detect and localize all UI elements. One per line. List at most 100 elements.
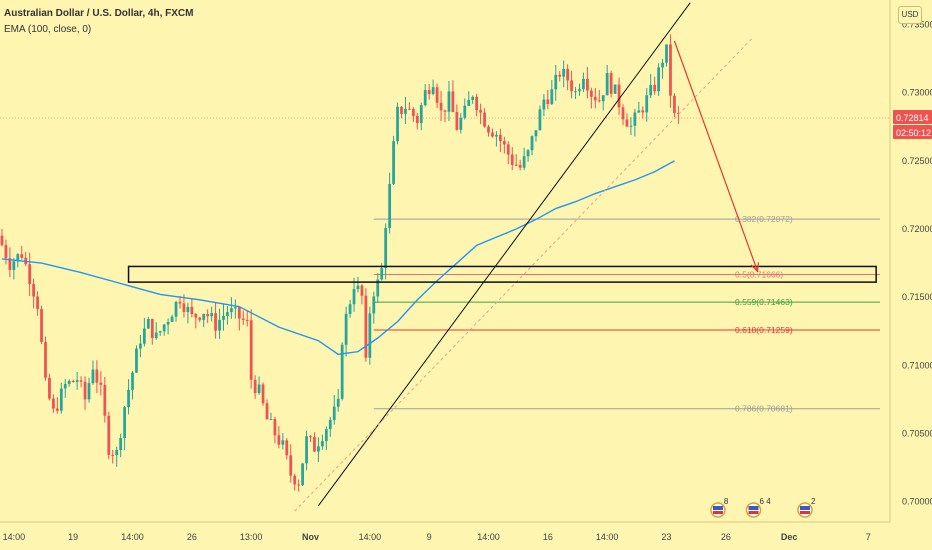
last-price-box bbox=[893, 110, 932, 125]
event-markers[interactable]: 8 6 4 2 bbox=[710, 497, 816, 518]
candle-body bbox=[59, 388, 63, 411]
indicator-legend[interactable]: EMA (100, close, 0) bbox=[4, 24, 92, 35]
candle-body bbox=[218, 319, 221, 331]
candle-body bbox=[158, 331, 162, 333]
candle-body bbox=[48, 377, 51, 399]
candle-body bbox=[95, 369, 99, 383]
candle-body bbox=[435, 87, 439, 103]
candles bbox=[0, 34, 680, 492]
flag-canton bbox=[748, 506, 759, 510]
candle-body bbox=[522, 156, 526, 168]
candle-body bbox=[463, 105, 467, 118]
candle-body bbox=[320, 441, 324, 447]
dashed-trend-line bbox=[294, 36, 754, 512]
x-tick-label: 16 bbox=[543, 532, 553, 542]
time-axis[interactable]: 14:00 19 14:00 26 13:00 Nov 14:00 9 14:00 16 14:00… bbox=[0, 521, 890, 542]
candle-body bbox=[344, 313, 348, 345]
x-tick-label: 13:00 bbox=[240, 532, 263, 542]
candle-body bbox=[336, 398, 340, 407]
candle-body bbox=[253, 379, 257, 394]
event-count: 2 bbox=[811, 497, 816, 506]
fib-level-label: 0.786(0.70681) bbox=[735, 404, 793, 414]
candle-body bbox=[538, 109, 542, 131]
last-price-label: 0.72814 bbox=[896, 113, 929, 123]
x-tick-label: 14:00 bbox=[596, 532, 619, 542]
candle-body bbox=[313, 437, 316, 452]
candle-body bbox=[404, 108, 407, 114]
event-count: 8 bbox=[724, 497, 729, 506]
candle-body bbox=[261, 384, 265, 404]
candle-body bbox=[87, 383, 91, 400]
candle-body bbox=[222, 315, 225, 320]
fib-level-label: 0.5(0.71666) bbox=[735, 269, 783, 279]
candle-body bbox=[514, 164, 518, 166]
candle-body bbox=[277, 435, 281, 445]
candle-body bbox=[166, 321, 170, 325]
candle-body bbox=[174, 301, 178, 317]
candle-body bbox=[376, 279, 380, 297]
candle-body bbox=[578, 89, 581, 92]
candle-body bbox=[423, 90, 427, 106]
candle-body bbox=[182, 303, 186, 312]
candle-body bbox=[562, 69, 566, 77]
candle-body bbox=[411, 108, 415, 117]
candle-body bbox=[12, 261, 16, 270]
chart-title: Australian Dollar / U.S. Dollar, 4h, FXC… bbox=[4, 8, 194, 19]
candle-body bbox=[99, 382, 103, 385]
candle-body bbox=[115, 449, 119, 456]
candle-body bbox=[396, 106, 399, 142]
x-tick-label: Dec bbox=[781, 532, 798, 542]
candle-body bbox=[0, 235, 4, 246]
candle-body bbox=[360, 285, 364, 296]
candle-body bbox=[269, 419, 273, 421]
candle-body bbox=[75, 380, 79, 382]
candle-body bbox=[241, 318, 245, 321]
candle-body bbox=[637, 110, 641, 113]
candle-body bbox=[510, 154, 514, 165]
overlays bbox=[1, 2, 877, 512]
x-tick-label: 19 bbox=[68, 532, 78, 542]
candle-body bbox=[324, 429, 328, 442]
flag-canton bbox=[799, 506, 810, 510]
candle-body bbox=[44, 342, 47, 378]
candle-body bbox=[586, 78, 589, 91]
candle-body bbox=[491, 132, 494, 137]
candle-body bbox=[459, 117, 463, 130]
candle-body bbox=[676, 112, 680, 114]
candle-body bbox=[249, 320, 253, 380]
currency-button[interactable]: USD bbox=[898, 6, 922, 24]
candle-body bbox=[546, 99, 550, 104]
candle-body bbox=[63, 384, 67, 389]
fib-level-label: 0.618(0.71259) bbox=[735, 325, 793, 335]
candle-body bbox=[154, 332, 158, 339]
candle-body bbox=[487, 126, 490, 133]
candle-body bbox=[91, 369, 95, 384]
fib-level-label: 0.382(0.72072) bbox=[735, 214, 793, 224]
y-tick-label: 0.73500 bbox=[902, 20, 932, 30]
x-tick-label: 7 bbox=[866, 532, 871, 542]
candle-body bbox=[340, 344, 344, 399]
candle-body bbox=[150, 318, 154, 339]
y-tick-label: 0.71500 bbox=[902, 292, 932, 302]
candle-body bbox=[495, 134, 498, 137]
candle-body bbox=[427, 90, 431, 95]
candle-body bbox=[301, 463, 304, 486]
y-tick-label: 0.73000 bbox=[902, 88, 932, 98]
candle-body bbox=[257, 384, 261, 394]
candle-body bbox=[589, 90, 593, 97]
candle-body bbox=[139, 343, 142, 349]
candle-body bbox=[186, 306, 190, 312]
candle-body bbox=[123, 407, 126, 439]
candle-body bbox=[40, 309, 43, 343]
price-axis[interactable]: 0.73500 0.73000 0.72500 0.72000 0.71500 0.710… bbox=[889, 0, 932, 522]
candle-body bbox=[226, 312, 229, 316]
candle-body bbox=[67, 380, 71, 385]
candle-body bbox=[661, 62, 664, 68]
flag-canton bbox=[712, 506, 723, 510]
candle-body bbox=[356, 285, 360, 290]
candle-body bbox=[127, 389, 130, 408]
candle-body bbox=[245, 320, 249, 322]
candle-body bbox=[621, 107, 625, 120]
y-tick-label: 0.72500 bbox=[902, 156, 932, 166]
